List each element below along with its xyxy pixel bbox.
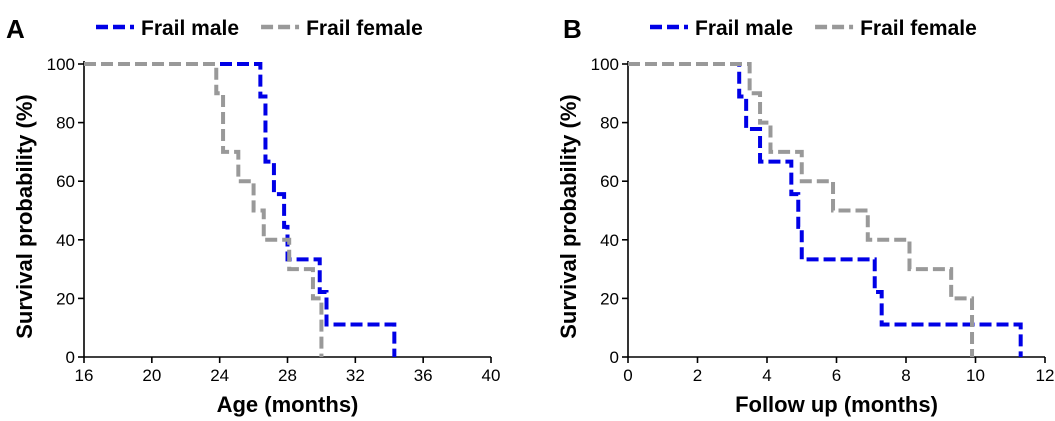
legend-label: Frail male <box>695 17 793 40</box>
panel-a: A 0 20 40 60 80 100 16 20 24 28 32 36 40 Age (months) S… <box>6 14 500 417</box>
legend-label: Frail female <box>860 17 977 40</box>
x-tick-label: 12 <box>1036 366 1055 385</box>
series-line-frail-female <box>628 62 975 357</box>
y-tick-label: 60 <box>56 172 75 191</box>
x-tick-label: 10 <box>966 366 985 385</box>
x-tick-label: 24 <box>210 366 229 385</box>
x-tick-label: 36 <box>414 366 433 385</box>
x-tick-label: 6 <box>832 366 841 385</box>
x-axis-title: Age (months) <box>217 392 359 417</box>
x-tick-label: 4 <box>762 366 771 385</box>
legend-item-frail-female: Frail female <box>815 17 977 40</box>
y-axis-title: Survival probability (%) <box>556 94 581 339</box>
x-tick-label: 2 <box>693 366 702 385</box>
legend-item-frail-female: Frail female <box>261 17 423 40</box>
legend-label: Frail male <box>141 17 239 40</box>
y-tick-label: 100 <box>47 55 75 74</box>
x-tick-label: 40 <box>482 366 501 385</box>
y-tick-label: 40 <box>56 231 75 250</box>
series-line-frail-male <box>628 62 1023 357</box>
legend-label: Frail female <box>306 17 423 40</box>
x-tick-label: 16 <box>75 366 94 385</box>
y-tick-label: 0 <box>66 348 75 367</box>
x-axis-title: Follow up (months) <box>735 392 938 417</box>
y-tick-label: 20 <box>600 289 619 308</box>
x-tick-label: 28 <box>278 366 297 385</box>
y-tick-label: 100 <box>591 55 619 74</box>
y-tick-label: 60 <box>600 172 619 191</box>
series-line-frail-male <box>84 62 397 357</box>
panel-b: B 0 20 40 60 80 100 0 2 4 6 8 10 12 Follow up (months)… <box>556 14 1054 417</box>
legend-item-frail-male: Frail male <box>96 17 239 40</box>
y-tick-label: 0 <box>610 348 619 367</box>
y-tick-label: 80 <box>56 114 75 133</box>
y-axis-title: Survival probability (%) <box>12 94 37 339</box>
panel-label: B <box>563 14 582 44</box>
y-tick-label: 40 <box>600 231 619 250</box>
x-tick-label: 20 <box>142 366 161 385</box>
legend-item-frail-male: Frail male <box>650 17 793 40</box>
x-tick-label: 32 <box>346 366 365 385</box>
x-tick-label: 8 <box>901 366 910 385</box>
y-tick-label: 80 <box>600 114 619 133</box>
y-tick-label: 20 <box>56 289 75 308</box>
panel-label: A <box>6 14 25 44</box>
x-tick-label: 0 <box>623 366 632 385</box>
